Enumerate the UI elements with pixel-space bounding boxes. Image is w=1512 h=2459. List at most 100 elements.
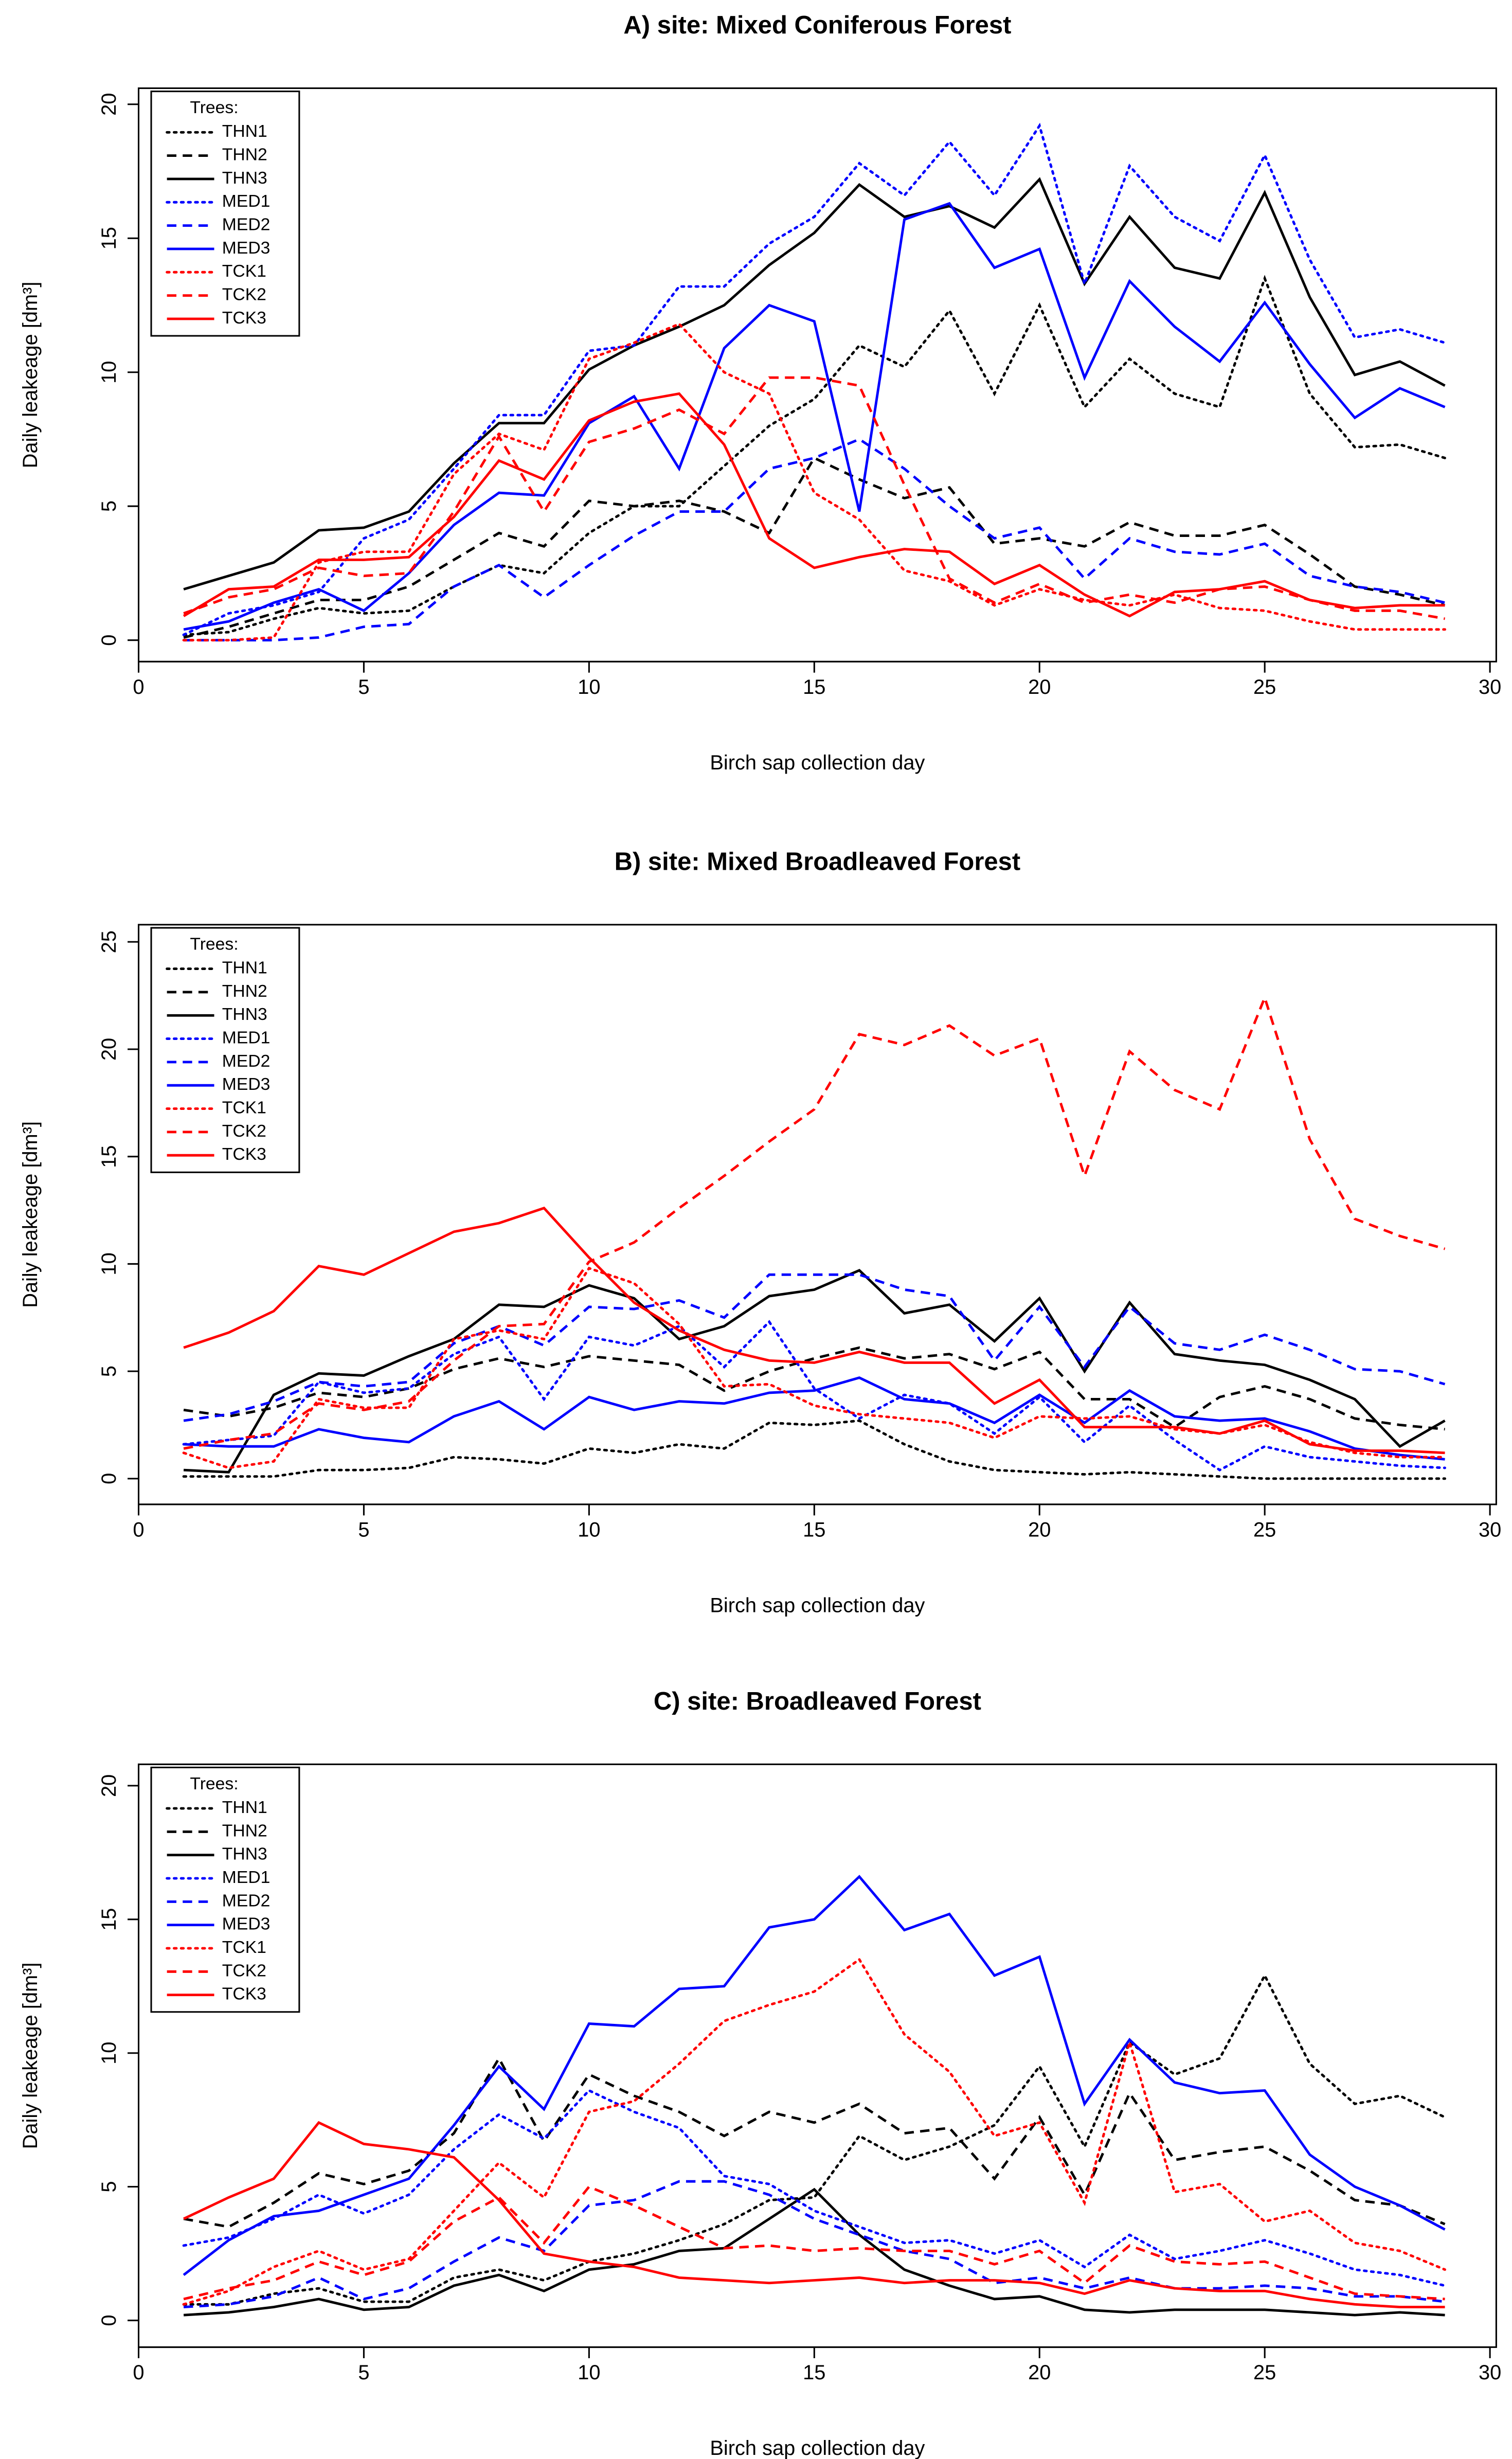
legend-label: TCK2 (222, 285, 266, 304)
legend-label: MED2 (222, 1052, 271, 1071)
series-line (183, 2056, 1446, 2229)
y-tick-label: 25 (98, 930, 120, 953)
x-axis-label: Birch sap collection day (710, 1594, 925, 1617)
x-tick-label: 15 (803, 1519, 825, 1541)
x-tick-label: 10 (578, 1519, 600, 1541)
legend-label: TCK1 (222, 262, 266, 281)
series-line (183, 2180, 1445, 2309)
x-tick-label: 5 (358, 2361, 369, 2384)
legend-title: Trees: (190, 98, 238, 117)
series-line (183, 2187, 1445, 2317)
chart-title: C) site: Broadleaved Forest (654, 1688, 981, 1715)
series-line (183, 994, 1446, 1450)
series-line (182, 2089, 1446, 2287)
y-tick-label: 10 (98, 2042, 120, 2065)
series-line (183, 1207, 1445, 1455)
legend-label: MED3 (222, 1075, 271, 1094)
y-tick-label: 5 (98, 2181, 120, 2193)
legend-title: Trees: (190, 935, 238, 954)
legend-title: Trees: (190, 1774, 238, 1793)
series-line (184, 438, 1446, 642)
x-tick-label: 20 (1028, 676, 1051, 698)
series-line (182, 1958, 1446, 2306)
legend-label: MED3 (222, 1915, 271, 1934)
x-tick-label: 20 (1028, 1519, 1051, 1541)
series-line (183, 1273, 1446, 1422)
series-line (182, 1419, 1446, 1480)
x-tick-label: 25 (1253, 2361, 1276, 2384)
x-tick-label: 25 (1253, 676, 1276, 698)
y-tick-label: 10 (98, 1252, 120, 1275)
series-line (183, 2121, 1445, 2309)
legend-label: MED2 (222, 215, 271, 234)
series-line (183, 392, 1445, 618)
legend-label: TCK3 (222, 1145, 266, 1164)
x-tick-label: 0 (133, 676, 144, 698)
legend-label: THN2 (222, 982, 267, 1001)
series-line (183, 1376, 1445, 1461)
legend-label: THN1 (222, 1798, 267, 1817)
y-tick-label: 0 (98, 2314, 120, 2326)
y-axis-label: Daily leakeage [dm³] (19, 1121, 42, 1308)
y-axis-label: Daily leakeage [dm³] (19, 282, 42, 469)
x-tick-label: 0 (133, 2361, 144, 2384)
plot-box (137, 87, 1497, 662)
y-tick-label: 0 (98, 635, 120, 646)
legend-label: THN2 (222, 1821, 267, 1840)
y-tick-label: 20 (98, 93, 120, 116)
x-tick-label: 10 (578, 2361, 600, 2384)
y-tick-label: 10 (98, 361, 120, 384)
y-tick-label: 20 (98, 1774, 120, 1797)
series-line (183, 202, 1446, 631)
x-tick-label: 20 (1028, 2361, 1051, 2384)
series-line (183, 2185, 1445, 2301)
series-line (183, 177, 1446, 591)
series-line (182, 122, 1446, 636)
legend-label: MED2 (222, 1891, 271, 1910)
y-tick-label: 15 (98, 1145, 120, 1168)
series-line (182, 275, 1446, 636)
chart-title: B) site: Mixed Broadleaved Forest (615, 848, 1021, 875)
series-line (182, 1320, 1446, 1472)
legend-label: TCK3 (222, 1985, 266, 2004)
series-line (182, 1972, 1446, 2306)
y-tick-label: 0 (98, 1473, 120, 1484)
x-tick-label: 30 (1479, 676, 1501, 698)
legend-label: THN2 (222, 145, 267, 164)
series-line (183, 376, 1445, 620)
legend-label: TCK2 (222, 1961, 266, 1980)
series-line (183, 1346, 1445, 1431)
legend-label: THN3 (222, 169, 267, 188)
legend-label: THN3 (222, 1845, 267, 1864)
series-line (183, 456, 1446, 639)
x-tick-label: 0 (133, 1519, 144, 1541)
plot-box (137, 924, 1497, 1505)
legend-label: THN3 (222, 1005, 267, 1024)
chart-title: A) site: Mixed Coniferous Forest (623, 11, 1011, 39)
legend-label: TCK3 (222, 309, 266, 328)
legend-label: TCK1 (222, 1098, 266, 1117)
legend-label: MED3 (222, 239, 271, 258)
y-tick-label: 5 (98, 500, 120, 512)
series-line (183, 1875, 1446, 2276)
legend-label: THN1 (222, 122, 267, 141)
y-tick-label: 15 (98, 227, 120, 249)
y-axis-label: Daily leakeage [dm³] (19, 1963, 42, 2149)
y-tick-label: 20 (98, 1038, 120, 1061)
x-tick-label: 5 (358, 1519, 369, 1541)
legend-label: TCK2 (222, 1122, 266, 1141)
legend-label: MED1 (222, 1028, 271, 1047)
series-line (182, 322, 1446, 642)
legend-label: MED1 (222, 1868, 271, 1887)
y-tick-label: 15 (98, 1908, 120, 1931)
legend-label: MED1 (222, 192, 271, 211)
series-line (183, 1269, 1446, 1474)
legend-label: THN1 (222, 958, 267, 977)
legend-label: TCK1 (222, 1938, 266, 1957)
x-tick-label: 10 (578, 676, 600, 698)
x-tick-label: 15 (803, 676, 825, 698)
x-tick-label: 30 (1479, 1519, 1501, 1541)
x-tick-label: 25 (1253, 1519, 1276, 1541)
